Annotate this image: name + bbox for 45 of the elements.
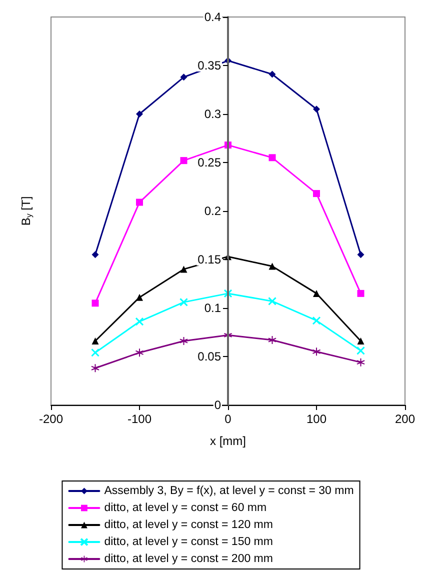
point: [268, 70, 276, 78]
point: [268, 262, 276, 270]
point: [356, 358, 365, 366]
point: [180, 157, 188, 164]
legend-label: ditto, at level y = const = 200 mm: [104, 553, 273, 565]
point: [313, 290, 320, 297]
point: [180, 266, 188, 273]
y-tick-label: 0.3: [204, 107, 222, 121]
point: [91, 364, 100, 372]
point: [92, 300, 99, 307]
y-tick-label: 0.05: [198, 350, 222, 364]
x-tick-label: -200: [38, 412, 64, 426]
point: [313, 106, 320, 113]
y-axis-title: By [T]: [19, 196, 34, 226]
legend-label: ditto, at level y = const = 60 mm: [104, 502, 267, 514]
legend-label: ditto, at level y = const = 150 mm: [104, 536, 273, 548]
y-tick-label: 0.4: [204, 10, 222, 24]
point: [268, 336, 276, 344]
y-tick-label: 0.2: [204, 204, 222, 218]
legend-label: Assembly 3, By = f(x), at level y = const = 30 mm: [104, 485, 354, 497]
point: [180, 74, 188, 81]
legend-label: ditto, at level y = const = 120 mm: [104, 519, 273, 531]
point: [357, 337, 364, 344]
point: [136, 294, 143, 301]
point: [180, 336, 188, 345]
y-tick-label: 0.25: [198, 156, 222, 170]
point: [312, 348, 320, 356]
point: [92, 337, 99, 344]
y-tick-label: 0.35: [198, 58, 222, 72]
x-tick-label: -100: [127, 412, 152, 426]
x-tick-label: 0: [224, 412, 232, 426]
x-axis-title: x [mm]: [210, 434, 246, 448]
point: [357, 251, 364, 258]
point: [313, 190, 320, 198]
point: [92, 251, 99, 258]
point: [136, 348, 144, 357]
x-tick-label: 100: [306, 412, 327, 426]
y-tick-label: 0.1: [204, 301, 222, 315]
point: [268, 154, 276, 162]
y-tick-label: 0.15: [198, 252, 222, 266]
y-tick-label: 0: [214, 398, 222, 412]
point: [357, 290, 364, 297]
x-tick-label: 200: [394, 412, 416, 426]
point: [136, 110, 143, 118]
point: [136, 198, 143, 206]
